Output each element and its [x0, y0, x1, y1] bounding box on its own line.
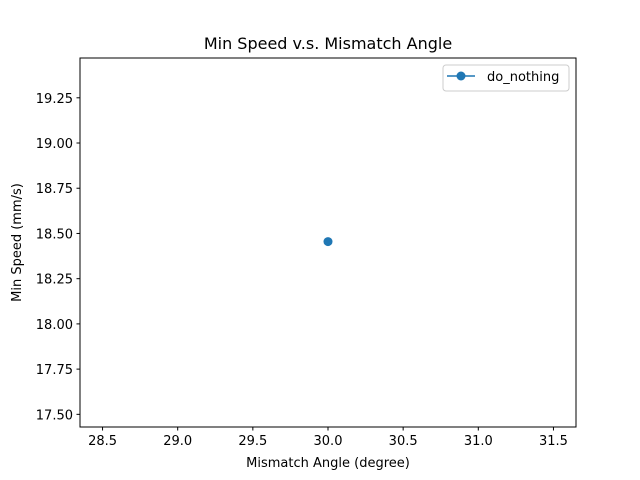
x-tick-label: 30.0 — [314, 434, 343, 449]
y-tick-label: 19.25 — [36, 92, 73, 107]
legend-label-do-nothing: do_nothing — [487, 70, 559, 85]
y-axis-label: Min Speed (mm/s) — [10, 183, 25, 302]
legend-marker-do-nothing — [456, 71, 466, 81]
y-axis-ticks: 17.50 17.75 18.00 18.25 18.50 18.75 19.00 19.25 — [36, 92, 80, 423]
x-axis-label: Mismatch Angle (degree) — [246, 456, 410, 471]
y-tick-label: 19.00 — [36, 137, 73, 152]
series-layer — [323, 237, 333, 247]
y-tick-label: 17.50 — [36, 408, 73, 423]
y-tick-label: 18.25 — [36, 273, 73, 288]
legend-frame — [442, 64, 570, 92]
chart-title: Min Speed v.s. Mismatch Angle — [204, 34, 452, 53]
plot-frame — [79, 57, 577, 428]
data-point — [323, 237, 333, 247]
x-axis-ticks: 28.5 29.0 29.5 30.0 30.5 31.0 31.5 — [88, 427, 568, 449]
y-tick-label: 17.75 — [36, 363, 73, 378]
x-tick-label: 29.5 — [238, 434, 267, 449]
x-tick-label: 31.0 — [464, 434, 493, 449]
x-tick-label: 30.5 — [389, 434, 418, 449]
y-tick-label: 18.75 — [36, 182, 73, 197]
legend: do_nothing — [442, 64, 570, 92]
x-tick-label: 29.0 — [163, 434, 192, 449]
y-tick-label: 18.50 — [36, 227, 73, 242]
y-tick-label: 18.00 — [36, 318, 73, 333]
x-tick-label: 31.5 — [539, 434, 568, 449]
x-tick-label: 28.5 — [88, 434, 117, 449]
